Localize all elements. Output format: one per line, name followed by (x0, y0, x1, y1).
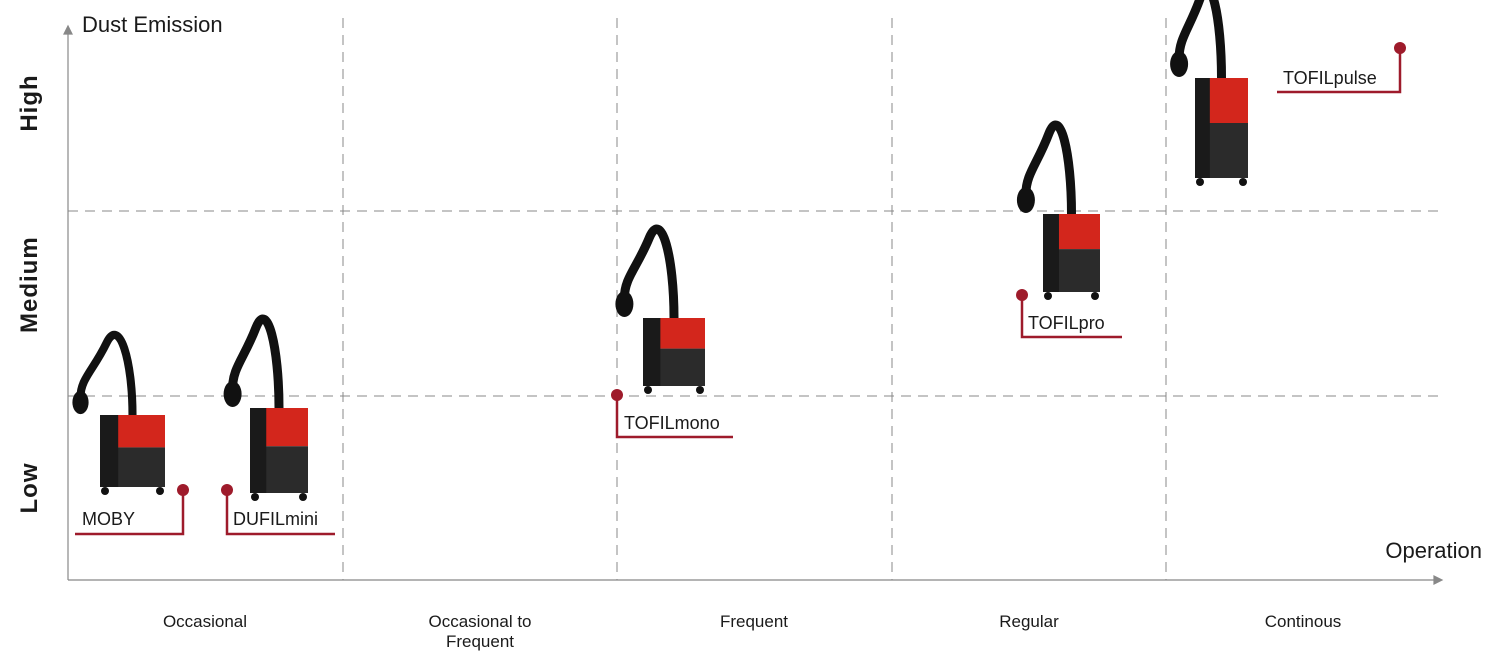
marker-dot (611, 389, 623, 401)
machine-wheel (696, 386, 704, 394)
x-level-label: Continous (1264, 612, 1342, 631)
machine-side (643, 318, 661, 386)
machine-hood (223, 381, 242, 407)
machine-wheel (1091, 292, 1099, 300)
x-level-label: Occasional to Frequent (428, 612, 532, 651)
machine-icon (615, 224, 705, 394)
y-level-label: Medium (16, 236, 43, 333)
machine-icon (1016, 120, 1100, 300)
x-level-label: Frequent (719, 612, 789, 631)
product-label: TOFILpro (1028, 313, 1105, 333)
x-arrow (1433, 575, 1444, 585)
marker-dot (177, 484, 189, 496)
machine-hood (1016, 187, 1035, 213)
marker-line (1277, 48, 1402, 94)
machines (72, 0, 1248, 501)
machine-arm (1174, 0, 1226, 83)
machine-wheel (251, 493, 259, 501)
y-level-label: Low (16, 462, 43, 514)
machine-arm (76, 331, 137, 420)
machine-arm (619, 224, 679, 323)
machine-icon (223, 314, 308, 501)
product-label: TOFILmono (624, 413, 720, 433)
x-axis-title: Operation (1385, 538, 1482, 563)
machine-side (1195, 78, 1210, 178)
machine-side (100, 415, 119, 487)
machine-icon (1170, 0, 1248, 186)
machine-wheel (156, 487, 164, 495)
y-axis-title: Dust Emission (82, 12, 223, 37)
machine-wheel (1239, 178, 1247, 186)
x-level-label: Regular (999, 612, 1059, 631)
axes (63, 24, 1444, 585)
machine-icon (72, 331, 165, 495)
product-label: MOBY (82, 509, 136, 529)
markers (75, 42, 1406, 536)
marker-dot (1016, 289, 1028, 301)
y-level-label: High (16, 74, 43, 132)
marker-dot (221, 484, 233, 496)
marker-line (75, 490, 185, 536)
machine-arm (228, 314, 284, 413)
machine-hood (72, 390, 89, 415)
marker-line (1020, 295, 1122, 339)
machine-wheel (644, 386, 652, 394)
machine-hood (1170, 51, 1189, 77)
machine-hood (615, 291, 634, 317)
marker-line (615, 395, 733, 439)
machine-wheel (1044, 292, 1052, 300)
machine-wheel (299, 493, 307, 501)
x-level-label: Occasional (162, 612, 248, 631)
product-label: DUFILmini (233, 509, 319, 529)
marker-line (225, 490, 335, 536)
grid (68, 18, 1440, 580)
machine-side (1043, 214, 1059, 292)
product-label: TOFILpulse (1283, 68, 1377, 88)
marker-dot (1394, 42, 1406, 54)
machine-wheel (1196, 178, 1204, 186)
machine-side (250, 408, 267, 493)
machine-arm (1021, 120, 1076, 219)
machine-wheel (101, 487, 109, 495)
y-arrow (63, 24, 73, 35)
